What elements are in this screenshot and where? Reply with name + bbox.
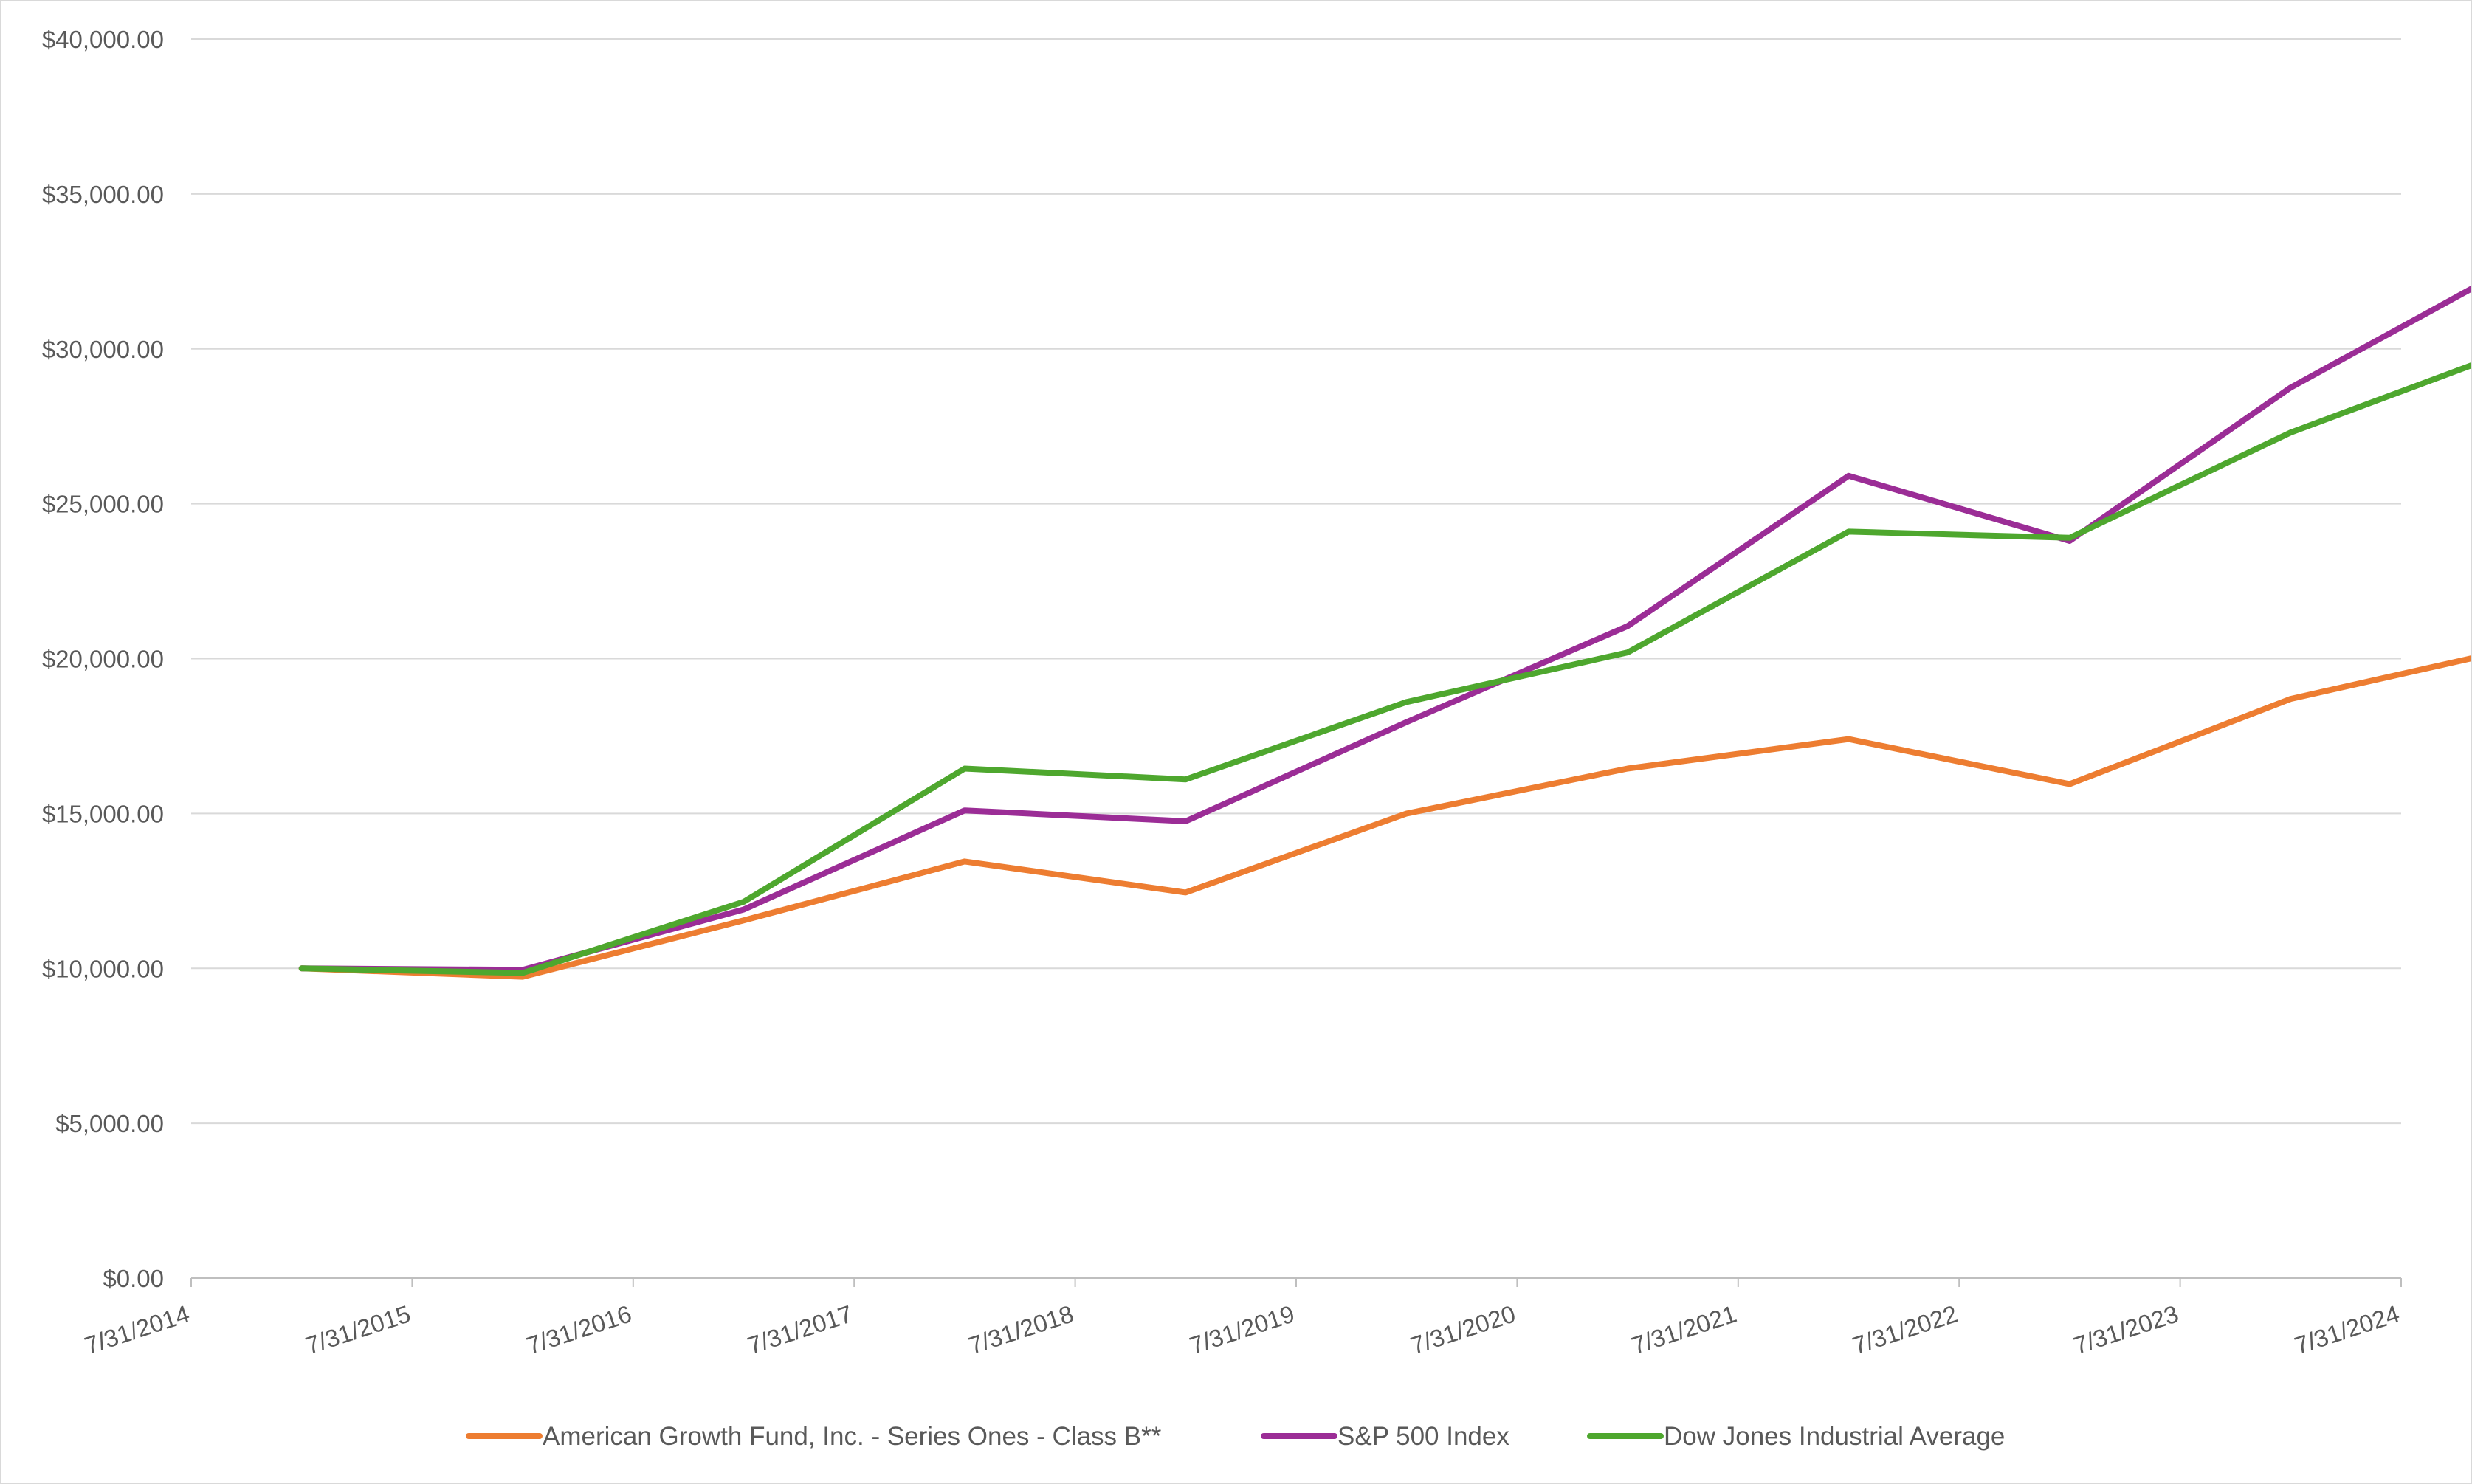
series-lines (298, 286, 2471, 980)
legend-label: S&P 500 Index (1337, 1422, 1509, 1451)
x-tick-label: 7/31/2016 (523, 1300, 635, 1359)
series-line-2 (298, 286, 2471, 973)
x-axis (190, 1277, 2402, 1287)
x-tick-label: 7/31/2019 (1186, 1300, 1298, 1359)
y-tick-label: $15,000.00 (42, 800, 164, 827)
y-tick-label: $20,000.00 (42, 646, 164, 673)
x-tick-label: 7/31/2020 (1408, 1300, 1519, 1359)
x-tick-label: 7/31/2021 (1628, 1300, 1740, 1359)
y-tick-label: $35,000.00 (42, 181, 164, 208)
y-tick-label: $30,000.00 (42, 336, 164, 363)
x-tick-label: 7/31/2014 (81, 1300, 193, 1359)
legend: American Growth Fund, Inc. - Series Ones… (466, 1422, 2005, 1451)
legend-item: American Growth Fund, Inc. - Series Ones… (466, 1422, 1162, 1451)
legend-label: Dow Jones Industrial Average (1664, 1422, 2005, 1451)
x-tick-label: 7/31/2022 (1849, 1300, 1960, 1359)
x-tick-label: 7/31/2024 (2291, 1300, 2403, 1359)
legend-label: American Growth Fund, Inc. - Series Ones… (543, 1422, 1162, 1451)
y-axis-tick-labels: $0.00 $5,000.00 $10,000.00 $15,000.00 $20,00… (42, 26, 164, 1292)
y-tick-label: $5,000.00 (55, 1110, 164, 1137)
x-tick-label: 7/31/2017 (744, 1300, 855, 1359)
gridlines (191, 38, 2401, 1125)
x-tick-label: 7/31/2018 (965, 1300, 1077, 1359)
x-tick-label: 7/31/2023 (2070, 1300, 2182, 1359)
x-axis-tick-labels: 7/31/2014 7/31/2015 7/31/2016 7/31/2017 7/31… (81, 1300, 2403, 1359)
y-tick-label: $40,000.00 (42, 26, 164, 53)
legend-item: Dow Jones Industrial Average (1587, 1422, 2005, 1451)
y-tick-label: $10,000.00 (42, 955, 164, 982)
x-tick-label: 7/31/2015 (303, 1300, 414, 1359)
y-tick-label: $25,000.00 (42, 491, 164, 518)
series-line-1 (298, 655, 2471, 980)
series-line-3 (298, 362, 2471, 976)
legend-item: S&P 500 Index (1261, 1422, 1509, 1451)
y-tick-label: $0.00 (103, 1265, 164, 1292)
